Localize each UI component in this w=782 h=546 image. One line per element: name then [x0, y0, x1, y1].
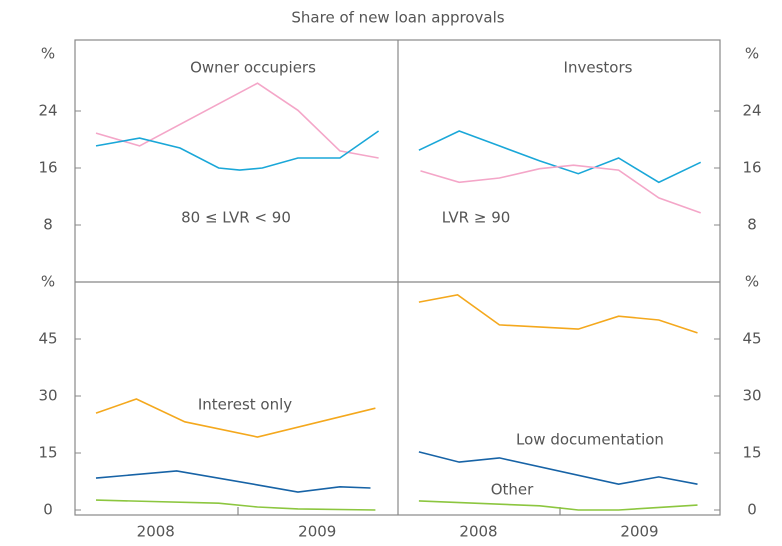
annotation: 80 ≤ LVR < 90: [181, 209, 291, 227]
series-line: [95, 470, 371, 493]
y-axis-label: %: [745, 45, 759, 63]
series-line: [95, 130, 380, 171]
y-tick-label: 8: [747, 216, 757, 234]
y-tick-label: 0: [43, 501, 53, 519]
y-tick-label: 45: [742, 330, 761, 348]
annotation: LVR ≥ 90: [442, 209, 511, 227]
x-tick-label: 2009: [620, 523, 658, 541]
annotation: Investors: [564, 59, 633, 77]
series-line: [418, 294, 698, 334]
annotation: Interest only: [198, 396, 292, 414]
x-tick-label: 2009: [298, 523, 336, 541]
annotation: Owner occupiers: [190, 59, 316, 77]
annotation: Low documentation: [516, 431, 664, 449]
y-tick-label: 45: [38, 330, 57, 348]
y-tick-label: 8: [43, 216, 53, 234]
series-line: [418, 130, 702, 184]
series-line: [420, 164, 701, 214]
y-tick-label: 15: [38, 444, 57, 462]
series-line: [418, 500, 698, 511]
series-line: [418, 451, 698, 486]
annotation: Other: [491, 481, 534, 499]
x-tick-label: 2008: [459, 523, 497, 541]
y-axis-label: %: [745, 273, 759, 291]
series-line: [95, 82, 379, 159]
series-line: [95, 499, 376, 511]
y-tick-label: 24: [742, 102, 761, 120]
y-tick-label: 16: [38, 159, 57, 177]
y-tick-label: 30: [38, 387, 57, 405]
x-tick-label: 2008: [137, 523, 175, 541]
y-tick-label: 15: [742, 444, 761, 462]
y-tick-label: 0: [747, 501, 757, 519]
series-line: [95, 398, 376, 438]
y-tick-label: 16: [742, 159, 761, 177]
y-tick-label: 30: [742, 387, 761, 405]
y-axis-label: %: [41, 45, 55, 63]
y-tick-label: 24: [38, 102, 57, 120]
chart-title: Share of new loan approvals: [291, 9, 504, 27]
y-axis-label: %: [41, 273, 55, 291]
